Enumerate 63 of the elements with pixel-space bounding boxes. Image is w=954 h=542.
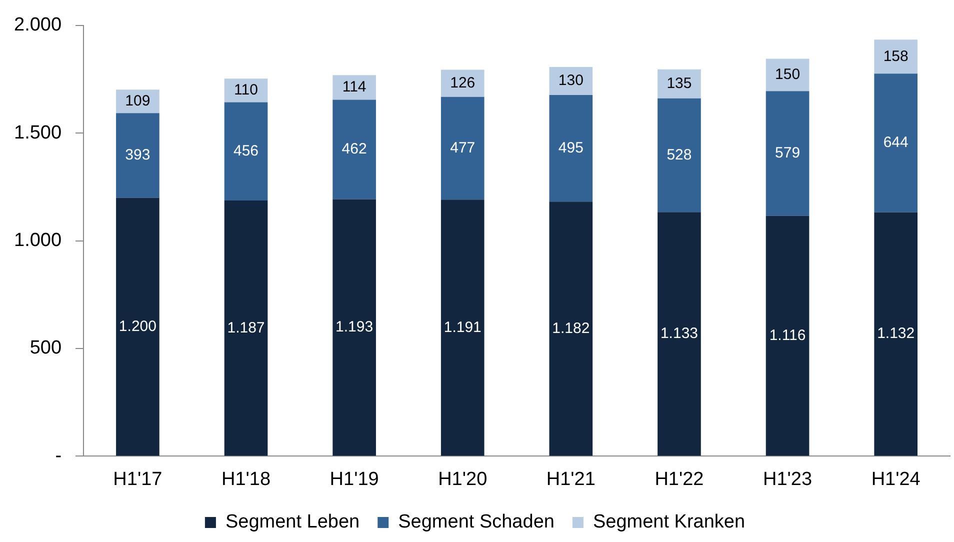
x-tick-label: H1'19 [330, 468, 379, 490]
legend-label: Segment Schaden [398, 512, 554, 533]
bar [549, 202, 593, 456]
bar [224, 102, 268, 201]
bar [116, 198, 160, 456]
bar [116, 113, 160, 198]
data-label: 1.193 [336, 318, 374, 336]
bar [332, 199, 376, 456]
data-label: 114 [342, 78, 366, 96]
x-tick-label: H1'20 [438, 468, 488, 490]
data-label: 495 [558, 139, 584, 156]
bar [874, 74, 918, 212]
bar [874, 212, 918, 456]
data-label: 1.187 [227, 319, 265, 336]
data-label: 456 [233, 142, 259, 160]
data-label: 477 [450, 139, 476, 156]
data-label: 126 [450, 74, 476, 92]
bar [224, 200, 268, 456]
data-label: 130 [558, 72, 584, 90]
data-label: 528 [666, 146, 692, 164]
x-tick-label: H1'17 [113, 468, 162, 490]
bar [874, 40, 918, 74]
bar [549, 94, 593, 202]
data-label: 644 [883, 134, 908, 152]
x-tick-label: H1'23 [763, 468, 812, 490]
x-tick-label: H1'18 [221, 468, 271, 490]
data-label: 579 [775, 144, 800, 162]
legend-label: Segment Kranken [592, 512, 746, 533]
bar [766, 216, 810, 456]
data-label: 158 [883, 48, 908, 65]
bar [549, 66, 593, 95]
bar [440, 70, 484, 97]
bar [766, 58, 810, 92]
bar [658, 98, 701, 212]
y-tick-label: 1.500 [14, 122, 62, 144]
data-label: 393 [125, 146, 150, 164]
bar [440, 200, 484, 456]
y-tick-label: 500 [30, 338, 62, 359]
x-tick-label: H1'24 [871, 468, 921, 490]
data-label: 1.191 [444, 318, 482, 336]
y-tick-label: 1.000 [14, 230, 62, 252]
data-label: 1.132 [877, 325, 915, 342]
bar [332, 75, 376, 100]
bar [332, 100, 376, 200]
data-label: 150 [775, 66, 800, 84]
bar [440, 96, 484, 200]
bar [658, 212, 701, 456]
y-tick-label: 2.000 [14, 14, 62, 36]
bar [766, 91, 810, 216]
data-label: 110 [234, 82, 258, 99]
data-label: 1.200 [118, 318, 156, 335]
y-tick-label: - [55, 445, 62, 466]
data-label: 135 [666, 75, 692, 92]
bar [658, 69, 701, 98]
data-label: 462 [342, 140, 367, 158]
data-label: 1.182 [552, 320, 590, 337]
data-label: 109 [125, 92, 150, 110]
x-tick-label: H1'21 [546, 468, 596, 490]
x-tick-label: H1'22 [654, 468, 704, 490]
data-label: 1.116 [769, 326, 806, 344]
data-label: 1.133 [660, 325, 698, 342]
bar [224, 78, 268, 102]
legend-label: Segment Leben [225, 512, 360, 533]
